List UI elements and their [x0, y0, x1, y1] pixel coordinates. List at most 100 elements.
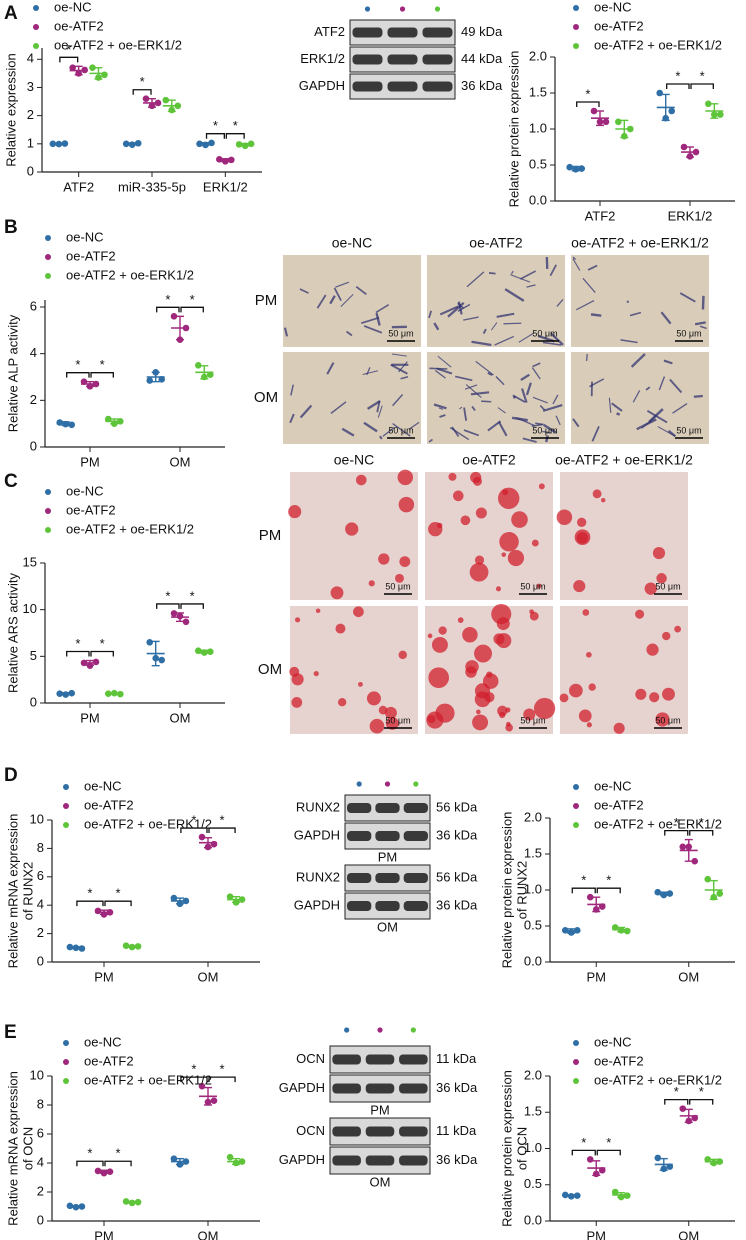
legend-label: oe-ATF2 [594, 1053, 644, 1068]
stain [497, 487, 520, 510]
stain [496, 312, 515, 318]
stain [586, 722, 592, 728]
data-point [566, 163, 573, 171]
blot-band [332, 1126, 361, 1137]
stain [462, 627, 478, 643]
blot-band [352, 54, 383, 65]
stain [472, 714, 489, 731]
significance-bracket [689, 1098, 714, 1105]
protein-label: RUNX2 [296, 799, 340, 814]
data-point [691, 857, 699, 865]
stain [497, 407, 506, 414]
data-point [210, 1097, 218, 1104]
data-point [162, 96, 170, 104]
stain [475, 507, 487, 519]
stain [395, 573, 404, 583]
stain [649, 692, 660, 703]
data-point [704, 875, 712, 883]
stain [532, 396, 548, 404]
stain [360, 316, 380, 324]
scale-bar-label: 50 μm [385, 581, 410, 591]
stain [641, 416, 656, 429]
stain [531, 423, 544, 428]
x-tick-label: miR-335-5p [118, 179, 186, 194]
y-tick-label: 0.5 [524, 917, 542, 932]
stain [329, 295, 336, 305]
blot-band [422, 54, 453, 65]
y-tick-label: 3 [27, 79, 34, 94]
row-label: OM [254, 389, 278, 406]
data-point [182, 618, 190, 626]
stain [474, 644, 493, 663]
stain [518, 332, 535, 343]
significance-bracket [90, 650, 114, 657]
x-tick-label: ATF2 [585, 208, 616, 223]
significance-bracket [104, 900, 132, 907]
lane-marker [410, 1027, 416, 1033]
stain [510, 270, 514, 275]
stain [313, 670, 319, 677]
stain [378, 705, 388, 715]
data-point [198, 1082, 206, 1090]
data-point [623, 927, 631, 935]
stain [366, 367, 371, 376]
stain [475, 360, 494, 376]
stain [486, 671, 493, 678]
legend-label: oe-ATF2 + oe-ERK1/2 [84, 816, 212, 831]
stain [375, 312, 381, 326]
stain [662, 687, 675, 701]
y-axis-label: Relative protein expression [499, 1070, 514, 1227]
stain [435, 703, 455, 723]
y-tick-label: 0 [27, 163, 34, 178]
blot-band [347, 803, 372, 813]
data-point [89, 64, 96, 72]
blot-caption: PM [370, 1102, 390, 1117]
legend-label: oe-ATF2 + oe-ERK1/2 [66, 267, 194, 282]
y-tick-label: 5 [30, 648, 37, 663]
blot-band [422, 81, 453, 92]
legend-marker [573, 24, 579, 30]
stain [655, 712, 670, 727]
size-label: 44 kDa [461, 51, 503, 66]
stain [379, 435, 383, 440]
stain [392, 422, 411, 437]
stain [488, 272, 496, 275]
data-point [94, 907, 102, 915]
stain [549, 264, 557, 277]
significance-bracket [66, 650, 90, 657]
data-point [226, 893, 234, 900]
stain [550, 332, 564, 346]
y-axis-label: of RUNX2 [514, 861, 529, 920]
protein-label: GAPDH [294, 827, 340, 842]
stain [294, 617, 301, 623]
stain [290, 384, 294, 396]
legend-label: oe-ATF2 + oe-ERK1/2 [54, 37, 182, 52]
significance-bracket [76, 900, 104, 907]
y-tick-label: 2 [37, 1183, 44, 1198]
stain [542, 430, 552, 434]
stain [471, 340, 492, 347]
lane-marker [384, 781, 391, 787]
stain [377, 405, 383, 418]
y-tick-label: 1.0 [529, 120, 547, 135]
size-label: 11 kDa [436, 1051, 477, 1066]
stain [511, 416, 528, 422]
y-tick-label: 4 [37, 897, 44, 912]
significance-label: * [165, 292, 170, 307]
y-axis-label: Relative protein expression [506, 51, 521, 208]
significance-label: * [100, 357, 105, 372]
y-axis-label: Relative mRNA expression [5, 1071, 20, 1226]
data-point [654, 1154, 662, 1162]
stain [646, 410, 668, 424]
significance-bracket [225, 133, 245, 139]
stain [340, 294, 354, 308]
stain [494, 335, 515, 346]
micrograph [427, 255, 565, 347]
panel-label: B [4, 217, 18, 238]
data-point [210, 840, 218, 848]
stain [542, 341, 562, 346]
stain [531, 539, 539, 547]
stain [693, 394, 703, 398]
size-label: 36 kDa [436, 1152, 478, 1167]
stain [384, 706, 397, 719]
